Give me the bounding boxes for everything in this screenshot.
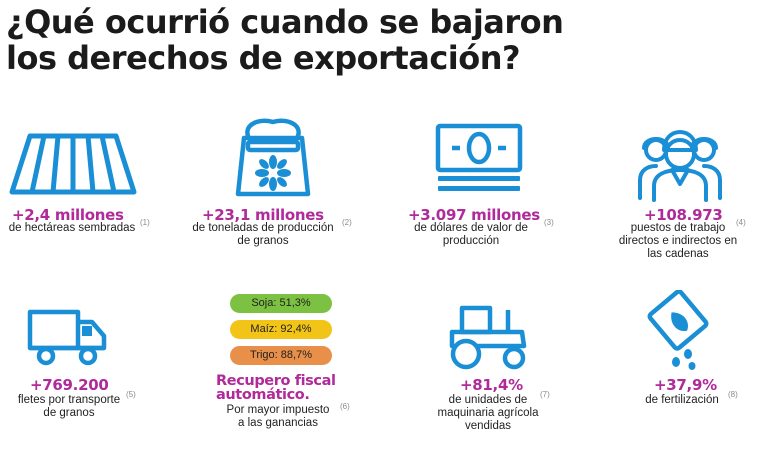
stat-maquinaria-value: +81,4% <box>460 376 523 394</box>
stat-recupero-note: (6) <box>340 402 350 411</box>
stat-puestos-desc: puestos de trabajo directos e indirectos… <box>608 222 748 261</box>
stat-fertilizacion-value: +37,9% <box>654 376 717 394</box>
stat-toneladas-desc-1: de toneladas de producción <box>192 222 334 234</box>
stat-recupero-desc: Por mayor impuesto a las ganancias <box>218 404 338 430</box>
tractor-icon <box>449 305 527 370</box>
truck-icon <box>27 309 107 366</box>
stat-recupero-desc-2: a las ganancias <box>238 417 318 429</box>
banknote-icon <box>435 123 523 191</box>
stat-dolares-desc-2: producción <box>442 235 500 247</box>
stat-fletes-desc-2: de granos <box>43 407 95 419</box>
page-title: ¿Qué ocurrió cuando se bajaron los derec… <box>6 4 746 76</box>
field-rows-icon <box>9 133 137 195</box>
stat-puestos-value: +108.973 <box>644 206 723 224</box>
stat-recupero-desc-1: Por mayor impuesto <box>226 404 330 416</box>
stat-fletes-desc: fletes por transporte de granos <box>4 394 134 420</box>
stat-fertilizacion-desc: de fertilización <box>645 394 719 406</box>
stat-puestos-note: (4) <box>736 218 746 227</box>
crop-pill-trigo: Trigo: 88,7% <box>230 346 332 365</box>
stat-recupero-value: Recupero fiscal automático. <box>216 373 346 403</box>
stat-fletes-note: (5) <box>126 390 136 399</box>
stat-dolares-value: +3.097 millones <box>408 206 540 224</box>
stat-dolares-note: (3) <box>544 218 554 227</box>
stat-puestos-desc-2: directos e indirectos en <box>618 235 738 247</box>
stat-puestos-desc-3: las cadenas <box>647 248 709 260</box>
workers-icon <box>638 130 722 202</box>
title-line-1: ¿Qué ocurrió cuando se bajaron <box>6 3 564 41</box>
stat-recupero-line-1: Recupero fiscal <box>216 373 336 389</box>
stat-maquinaria-desc: de unidades de maquinaria agrícola vendi… <box>418 394 558 433</box>
title-line-2: los derechos de exportación? <box>6 39 521 77</box>
stat-hectareas-note: (1) <box>140 218 150 227</box>
stat-toneladas-desc: de toneladas de producción de granos <box>178 222 348 248</box>
stat-toneladas-value: +23,1 millones <box>202 206 324 224</box>
stat-toneladas-note: (2) <box>342 218 352 227</box>
fertilizer-bag-icon <box>647 290 709 370</box>
crop-pill-soja: Soja: 51,3% <box>230 294 332 313</box>
stat-dolares-desc-1: de dólares de valor de <box>414 222 528 234</box>
stat-recupero-line-2: automático. <box>216 387 310 403</box>
stat-toneladas-desc-2: de granos <box>237 235 289 247</box>
stat-puestos-desc-1: puestos de trabajo <box>630 222 726 234</box>
stat-fletes-value: +769.200 <box>30 376 109 394</box>
stat-maquinaria-desc-2: maquinaria agrícola <box>437 407 539 419</box>
crop-pill-maiz: Maíz: 92,4% <box>230 320 332 339</box>
stat-fertilizacion-note: (8) <box>728 390 738 399</box>
stat-hectareas-desc: de hectáreas sembradas <box>8 222 136 234</box>
grain-sack-icon <box>235 118 311 197</box>
stat-dolares-desc: de dólares de valor de producción <box>396 222 546 248</box>
stat-maquinaria-note: (7) <box>540 390 550 399</box>
stat-maquinaria-desc-3: vendidas <box>464 420 512 432</box>
stat-maquinaria-desc-1: de unidades de <box>448 394 528 406</box>
stat-hectareas-value: +2,4 millones <box>12 206 124 224</box>
stat-fletes-desc-1: fletes por transporte <box>17 394 121 406</box>
